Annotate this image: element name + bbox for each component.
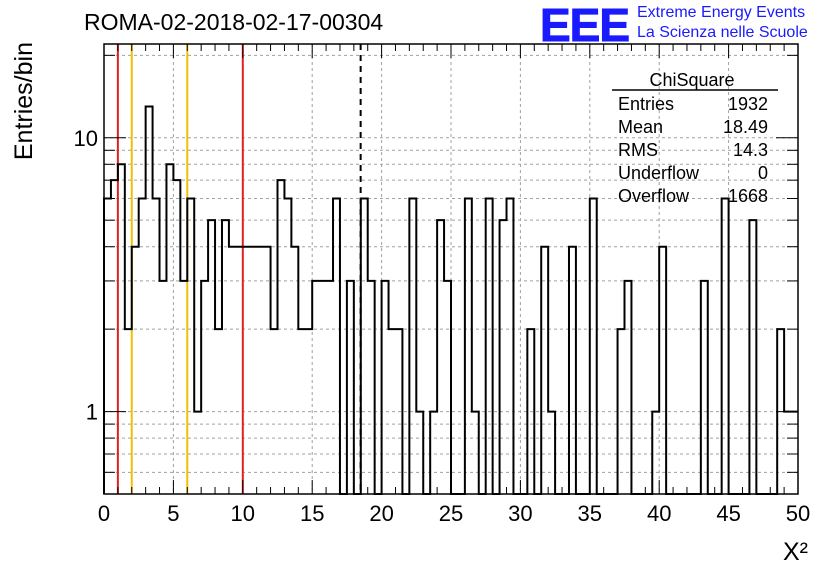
x-tick-label: 35 <box>578 501 602 526</box>
stats-box: ChiSquare Entries 1932 Mean 18.49 RMS 14.3 Unde… <box>612 70 778 206</box>
x-tick-label: 5 <box>167 501 179 526</box>
stats-row-label: Underflow <box>618 163 700 183</box>
stats-row-value: 14.3 <box>733 140 768 160</box>
stats-row-value: 18.49 <box>723 117 768 137</box>
stats-row-value: 0 <box>758 163 768 183</box>
eee-logo: EEE Extreme Energy Events La Scienza nel… <box>539 0 830 52</box>
histogram-bin <box>236 247 243 494</box>
stats-title: ChiSquare <box>649 70 734 90</box>
histogram-bin <box>465 199 472 494</box>
x-tick-label: 50 <box>786 501 810 526</box>
histogram-bin <box>284 199 291 494</box>
x-tick-label: 40 <box>647 501 671 526</box>
chart-title: ROMA-02-2018-02-17-00304 <box>84 9 384 35</box>
histogram-bin <box>625 281 632 494</box>
x-tick-labels: 0 5 10 15 20 25 30 35 40 45 50 <box>98 501 810 526</box>
histogram-bin <box>590 199 597 494</box>
histogram-bin <box>229 247 236 494</box>
histogram-bin <box>173 180 180 494</box>
histogram-bin <box>347 281 354 494</box>
histogram-bin <box>222 220 229 494</box>
histogram-bin <box>500 220 507 494</box>
histogram-bin <box>187 199 194 494</box>
histogram-bin <box>111 180 118 494</box>
histogram-bin <box>701 281 708 494</box>
histogram-bin <box>319 281 326 494</box>
histogram-bin <box>382 281 389 494</box>
histogram-bin <box>541 247 548 494</box>
histogram-bin <box>243 247 250 494</box>
x-tick-label: 25 <box>439 501 463 526</box>
x-tick-label: 45 <box>716 501 740 526</box>
axis-ticks <box>103 44 799 495</box>
histogram-bin <box>257 247 264 494</box>
histogram-bin <box>326 281 333 494</box>
histogram-bin <box>201 281 208 494</box>
x-tick-label: 0 <box>98 501 110 526</box>
histogram-bin <box>361 199 368 494</box>
histogram-bin <box>160 281 167 494</box>
histogram-bin <box>139 199 146 494</box>
histogram-bin <box>444 281 451 494</box>
y-tick-label: 1 <box>86 400 98 425</box>
histogram-bin <box>409 199 416 494</box>
stats-row-value: 1932 <box>728 94 768 114</box>
y-tick-labels: 1 10 <box>74 126 98 425</box>
histogram-outline <box>103 105 798 495</box>
histogram-bin <box>153 199 160 494</box>
x-tick-label: 15 <box>300 501 324 526</box>
x-axis-title: X² <box>783 538 808 566</box>
logo-mark: EEE <box>539 0 630 52</box>
histogram-bin <box>291 247 298 494</box>
stats-row-label: Overflow <box>618 186 690 206</box>
x-tick-label: 10 <box>231 501 255 526</box>
histogram-bin <box>507 199 514 494</box>
histogram-bin <box>104 199 111 494</box>
logo-line-2: La Scienza nelle Scuole <box>637 24 808 41</box>
histogram-bin <box>312 281 319 494</box>
histogram-bin <box>250 247 257 494</box>
histogram-bin <box>333 199 340 494</box>
logo-line-1: Extreme Energy Events <box>637 4 806 21</box>
histogram-bin <box>132 247 139 494</box>
histogram-bin <box>264 247 271 494</box>
histogram-bin <box>208 220 215 494</box>
stats-row-label: Mean <box>618 117 663 137</box>
stats-row-label: Entries <box>618 94 674 114</box>
histogram-bin <box>437 220 444 494</box>
histogram-bin <box>569 247 576 494</box>
histogram-bin <box>278 180 285 494</box>
stats-row-label: RMS <box>618 140 658 160</box>
histogram-bin <box>180 281 187 494</box>
y-tick-label: 10 <box>74 126 98 151</box>
histogram <box>103 105 798 495</box>
histogram-bin <box>368 281 375 494</box>
histogram-bin <box>486 199 493 494</box>
x-tick-label: 30 <box>508 501 532 526</box>
y-axis-title: Entries/bin <box>10 42 38 160</box>
histogram-bin <box>659 247 666 494</box>
stats-row-value: 1668 <box>728 186 768 206</box>
histogram-bin <box>749 220 756 494</box>
x-tick-label: 20 <box>369 501 393 526</box>
histogram-bin <box>722 199 729 494</box>
reference-lines <box>116 44 362 494</box>
